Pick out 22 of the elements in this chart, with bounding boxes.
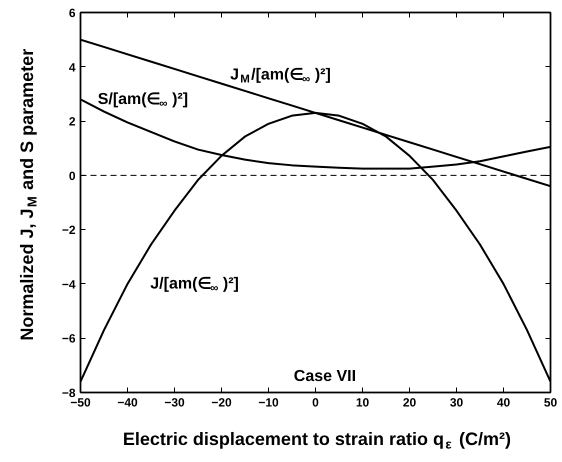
- y-tick-label: −2: [62, 223, 76, 238]
- x-tick-label: −30: [164, 396, 186, 410]
- x-tick-label: 50: [544, 396, 558, 410]
- annotation: S/[am(∈∞)²]: [98, 90, 188, 110]
- x-tick-label: 20: [402, 396, 416, 410]
- y-tick-label: 6: [68, 6, 76, 20]
- y-tick-label: −4: [62, 277, 76, 292]
- y-axis-title: Normalized J, JM and S parameter: [16, 48, 40, 341]
- y-tick-label: −6: [62, 332, 76, 346]
- y-tick-label: 4: [68, 60, 76, 74]
- x-tick-label: 10: [356, 396, 370, 410]
- y-tick-label: 0: [68, 168, 76, 183]
- x-tick-label: −40: [117, 396, 138, 410]
- x-tick-label: −10: [258, 396, 280, 410]
- x-tick-label: 30: [450, 396, 464, 410]
- y-tick-label: 2: [68, 114, 76, 129]
- annotation: J/[am(∈∞)²]: [150, 276, 239, 295]
- annotation: Case VII: [294, 368, 356, 385]
- x-tick-label: 40: [496, 396, 510, 410]
- x-tick-label: 0: [312, 396, 320, 410]
- x-tick-label: −20: [211, 396, 232, 410]
- y-tick-label: −8: [62, 386, 76, 400]
